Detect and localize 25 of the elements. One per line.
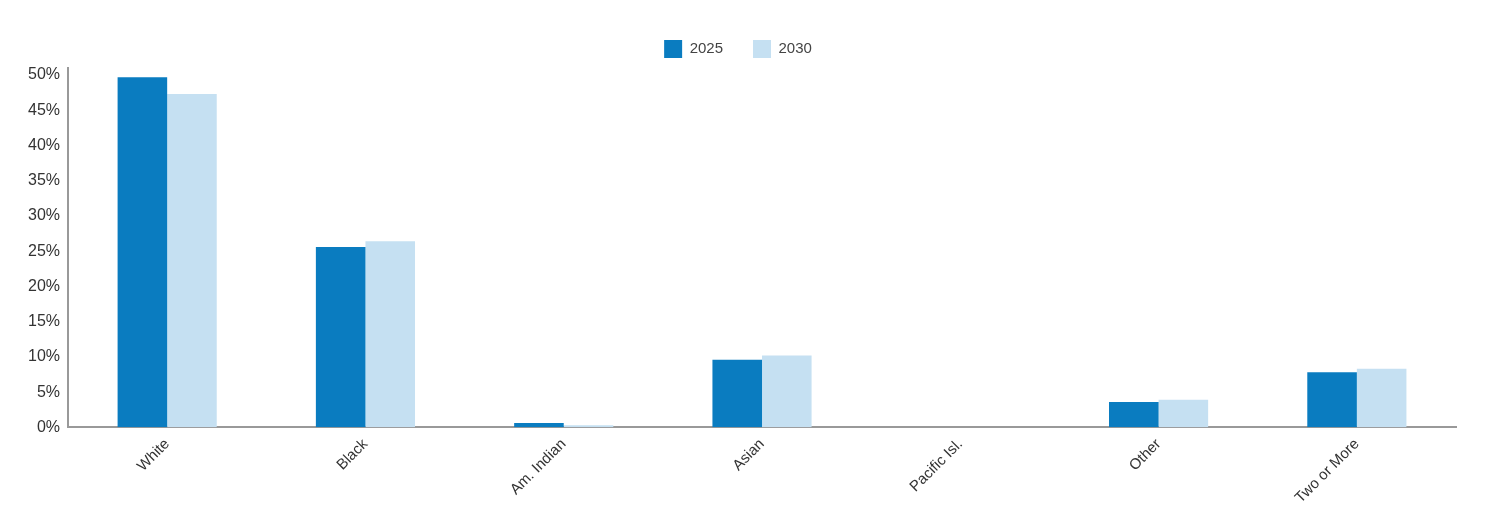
y-tick-label: 25%: [27, 241, 61, 259]
bar: [117, 77, 168, 428]
bar: [1109, 401, 1159, 428]
y-tick-label: 30%: [27, 206, 61, 224]
bar: [365, 241, 416, 428]
bar: [1356, 368, 1407, 428]
bar: [762, 355, 812, 428]
y-tick-label: 0%: [36, 417, 61, 435]
y-tick-label: 5%: [36, 382, 61, 400]
y-tick-label: 15%: [27, 312, 61, 330]
legend-label: 2025: [689, 39, 724, 57]
y-tick-label: 40%: [27, 135, 61, 153]
y-tick-label: 35%: [27, 171, 61, 189]
y-tick-label: 20%: [27, 276, 61, 294]
y-tick-label: 45%: [27, 100, 61, 118]
y-tick-label: 50%: [27, 65, 61, 83]
legend-label: 2030: [778, 39, 812, 57]
bar: [315, 246, 366, 428]
y-tick-label: 10%: [27, 347, 61, 365]
bar: [167, 94, 217, 428]
bar: [563, 425, 614, 428]
bar: [712, 359, 763, 428]
bar: [1158, 399, 1209, 428]
bar: [514, 423, 564, 428]
bar: [1307, 372, 1357, 428]
